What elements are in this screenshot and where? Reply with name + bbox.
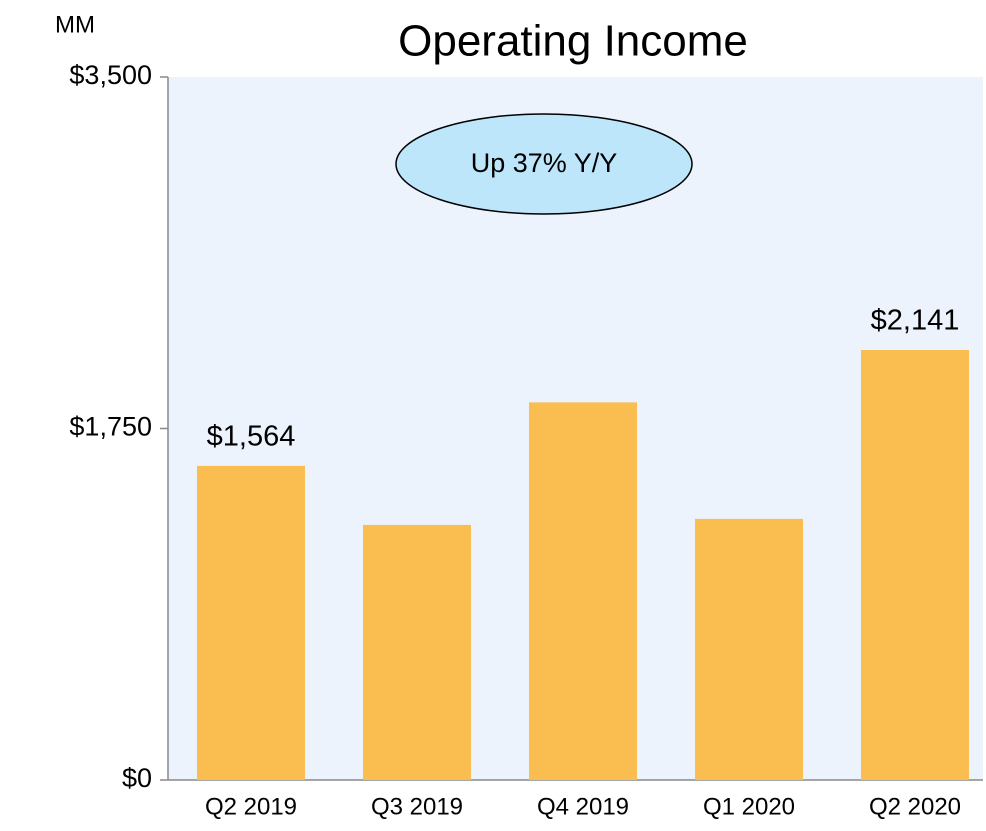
bar [861, 349, 969, 780]
y-tick-label: $3,500 [69, 60, 152, 90]
x-tick-label: Q3 2019 [371, 793, 463, 820]
x-tick-label: Q2 2020 [869, 793, 961, 820]
y-tick-label: $0 [122, 763, 152, 793]
x-tick-label: Q1 2020 [703, 793, 795, 820]
annotation: Up 37% Y/Y [471, 148, 618, 178]
chart-title: Operating Income [398, 17, 748, 66]
y-tick-label: $1,750 [69, 412, 152, 442]
unit-label: MM [55, 11, 95, 38]
annotation-bubble [395, 113, 693, 215]
data-label: $2,141 [871, 305, 960, 337]
bar [363, 524, 471, 780]
bar [695, 518, 803, 780]
data-label: $1,564 [207, 421, 296, 453]
bar [529, 402, 637, 780]
bar [197, 465, 305, 780]
x-tick-label: Q4 2019 [537, 793, 629, 820]
x-tick-label: Q2 2019 [205, 793, 297, 820]
